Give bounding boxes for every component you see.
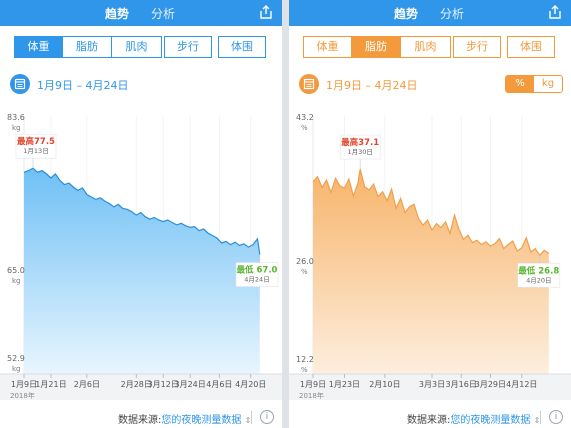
x-tick-label: 3月12日 (148, 380, 179, 389)
y-tick-label: 43.2 (296, 113, 314, 122)
x-tick-label: 4月20日 (235, 380, 266, 389)
y-tick-unit: % (301, 124, 308, 132)
date-range-label: 1月9日 – 4月24日 (37, 79, 129, 92)
footer: 数据来源:您的夜晚测量数据 ⇕ i (289, 408, 571, 428)
series-line (312, 168, 550, 257)
y-tick-unit: kg (12, 277, 21, 285)
segment-steps[interactable]: 步行 (453, 36, 501, 58)
info-icon[interactable]: i (260, 410, 274, 424)
divider (251, 411, 252, 424)
segment-fat[interactable]: 脂肪 (63, 37, 112, 57)
data-source-label: 数据来源: (407, 415, 451, 426)
data-source-value: 您的夜晚测量数据 (450, 415, 531, 426)
x-tick-label: 1月21日 (35, 380, 66, 389)
tab-trend[interactable]: 趋势 (394, 7, 419, 21)
data-source[interactable]: 数据来源:您的夜晚测量数据 ⇕ (407, 411, 540, 426)
year-label: 2018年 (10, 391, 35, 400)
x-tick-label: 2月6日 (74, 380, 100, 389)
segment-fat[interactable]: 脂肪 (352, 37, 401, 57)
tab-analysis[interactable]: 分析 (440, 7, 465, 21)
fat-chart: 43.2% 26.0% 12.2% 1月9日 1月23日 2月10日 3月3日 3月16日3月… (289, 113, 571, 400)
min-callout-date: 4月20日 (526, 276, 551, 284)
y-tick-label: 83.6 (7, 113, 25, 122)
series-area (313, 169, 549, 374)
unit-percent-button[interactable]: % (506, 76, 534, 92)
x-tick-label: 3月16日 (446, 380, 477, 389)
max-callout-value: 最高37.1 (341, 137, 379, 148)
calendar-icon[interactable] (299, 74, 319, 94)
min-callout (235, 262, 279, 287)
data-source-label: 数据来源: (118, 415, 162, 426)
year-label: 2018年 (299, 391, 324, 400)
unit-kg-button[interactable]: kg (534, 76, 562, 92)
y-tick-label: 52.9 (7, 354, 25, 363)
x-tick-label: 1月9日 (11, 380, 37, 389)
segment-girth[interactable]: 体围 (507, 36, 555, 58)
weight-trend-panel: 趋势 分析 体重 脂肪 肌肉 步行 体围 1月9日 – 4月24日 83.6 kg… (0, 0, 282, 428)
x-tick-label: 2月10日 (369, 380, 400, 389)
x-tick-label: 4月12日 (506, 380, 537, 389)
fat-trend-panel: 趋势 分析 体重 脂肪 肌肉 步行 体围 1月9日 – 4月24日 % kg 4… (289, 0, 571, 428)
max-callout-date: 1月30日 (347, 148, 372, 156)
share-icon[interactable] (547, 4, 563, 20)
series-area (24, 168, 260, 374)
data-source[interactable]: 数据来源:您的夜晚测量数据 ⇕ (118, 411, 251, 426)
x-tick-label: 4月6日 (206, 380, 232, 389)
tab-analysis[interactable]: 分析 (151, 7, 176, 21)
data-source-value: 您的夜晚测量数据 (161, 415, 242, 426)
series-line (23, 167, 261, 255)
min-callout-date: 4月24日 (244, 276, 269, 284)
divider (540, 411, 541, 424)
max-callout (15, 133, 57, 159)
y-tick-label: 12.2 (296, 355, 314, 364)
min-callout-value: 最低 67.0 (237, 265, 278, 276)
metric-segment-group: 体重 脂肪 肌肉 (14, 36, 162, 58)
segment-muscle[interactable]: 肌肉 (125, 40, 148, 53)
segment-steps[interactable]: 步行 (164, 36, 212, 58)
segment-muscle[interactable]: 肌肉 (414, 40, 437, 53)
x-axis-band (289, 374, 571, 400)
min-callout (517, 263, 561, 288)
segment-girth[interactable]: 体围 (218, 36, 266, 58)
calendar-icon[interactable] (10, 74, 30, 94)
y-tick-label: 65.0 (7, 266, 25, 275)
tab-trend[interactable]: 趋势 (105, 7, 130, 21)
y-tick-unit: % (301, 366, 308, 374)
max-callout-date: 1月13日 (23, 147, 48, 155)
top-bar: 趋势 分析 (0, 0, 282, 26)
x-tick-label: 1月9日 (300, 380, 326, 389)
x-tick-label: 2月28日 (121, 380, 152, 389)
segment-weight[interactable]: 体重 (304, 37, 352, 57)
footer: 数据来源:您的夜晚测量数据 ⇕ i (0, 408, 282, 428)
date-range-label: 1月9日 – 4月24日 (326, 79, 418, 92)
y-tick-unit: kg (12, 124, 21, 132)
y-tick-unit: kg (12, 365, 21, 373)
max-callout (339, 134, 381, 160)
min-callout-value: 最低 26.8 (518, 265, 559, 276)
x-axis-band (0, 374, 282, 400)
segment-weight[interactable]: 体重 (15, 37, 63, 57)
info-icon[interactable]: i (549, 410, 563, 424)
y-tick-label: 26.0 (296, 257, 314, 266)
x-tick-label: 1月23日 (329, 380, 360, 389)
dropdown-icon: ⇕ (533, 416, 541, 425)
x-tick-label: 3月29日 (475, 380, 506, 389)
unit-toggle: % kg (505, 75, 563, 93)
share-icon[interactable] (258, 4, 274, 20)
y-tick-unit: % (301, 268, 308, 276)
dropdown-icon: ⇕ (244, 416, 252, 425)
max-callout-value: 最高77.5 (17, 136, 55, 147)
x-tick-label: 3月24日 (175, 380, 206, 389)
top-bar: 趋势 分析 (289, 0, 571, 26)
metric-segment-group: 体重 脂肪 肌肉 (303, 36, 451, 58)
x-tick-label: 3月3日 (419, 380, 445, 389)
